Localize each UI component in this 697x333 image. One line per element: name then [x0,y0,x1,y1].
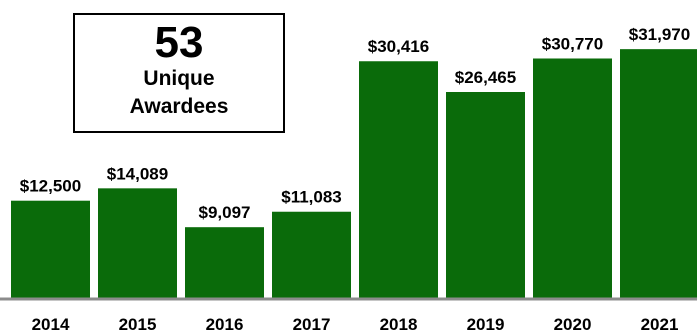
x-tick-label-2016: 2016 [206,315,244,333]
value-label-2017: $11,083 [281,188,342,207]
bar-2020 [533,58,612,298]
x-tick-label-2020: 2020 [554,315,592,333]
value-label-2015: $14,089 [107,164,168,183]
x-tick-label-2014: 2014 [32,315,70,333]
bar-2014 [11,200,90,298]
awardees-label-line2: Awardees [129,95,229,118]
bar-2017 [272,211,351,298]
x-tick-labels-group: 2014 2015 2016 2017 2018 2019 2020 2021 [32,315,679,333]
value-label-2019: $26,465 [455,68,516,87]
bar-2016 [185,227,264,298]
bar-2019 [446,92,525,298]
value-label-2018: $30,416 [368,37,429,56]
awardees-callout-box: 53 Unique Awardees [73,13,285,133]
awardees-label-line1: Unique [143,67,215,90]
x-tick-label-2015: 2015 [119,315,157,333]
value-label-2016: $9,097 [199,203,251,222]
bar-2021 [620,49,697,298]
awardees-count: 53 [154,18,204,67]
x-tick-label-2019: 2019 [467,315,505,333]
value-label-2014: $12,500 [20,177,81,196]
x-tick-label-2017: 2017 [293,315,331,333]
x-tick-label-2018: 2018 [380,315,418,333]
bar-2018 [359,61,438,299]
value-labels-group: $12,500 $14,089 $9,097 $11,083 $30,416 $26,46… [20,25,690,222]
bar-2015 [98,188,177,298]
value-label-2020: $30,770 [542,34,603,53]
x-tick-label-2021: 2021 [641,315,679,333]
value-label-2021: $31,970 [629,25,690,44]
bars-group [11,49,697,299]
